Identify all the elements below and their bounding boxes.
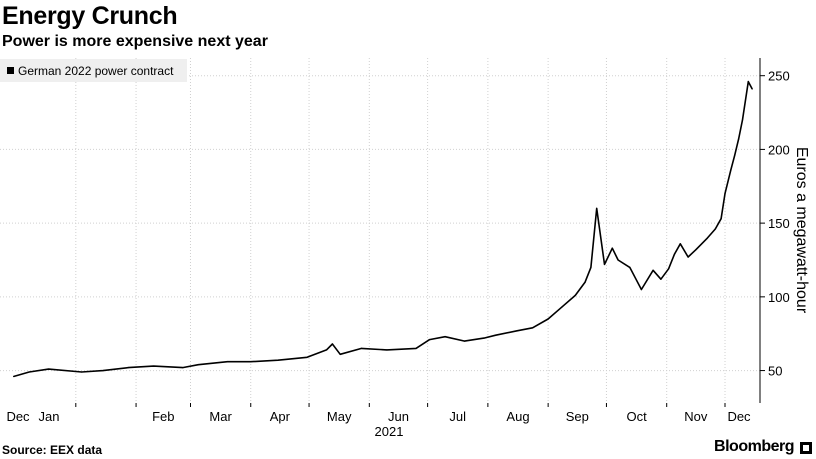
data-point — [331, 343, 333, 345]
x-tick-label: Jan — [39, 409, 60, 424]
legend: German 2022 power contract — [0, 59, 187, 82]
x-tick-label: Nov — [684, 409, 708, 424]
x-tick-label: Oct — [626, 409, 647, 424]
data-point — [277, 359, 279, 361]
data-point — [640, 288, 643, 291]
data-point — [532, 327, 534, 329]
data-point — [153, 365, 155, 367]
data-point — [617, 259, 619, 261]
data-point — [325, 349, 328, 351]
data-point — [730, 169, 732, 171]
data-point — [574, 294, 576, 296]
data-point — [360, 347, 363, 349]
chart-subtitle: Power is more expensive next year — [2, 33, 268, 50]
data-point — [679, 243, 681, 245]
data-point — [751, 88, 753, 90]
data-point — [747, 81, 749, 83]
x-tick-label: Dec — [727, 409, 751, 424]
brand-logo: Bloomberg — [714, 438, 794, 455]
data-point — [250, 361, 252, 363]
y-tick-label: 50 — [768, 364, 782, 379]
data-point — [611, 247, 613, 249]
data-point — [734, 154, 736, 156]
data-point — [720, 218, 722, 220]
x-tick-label: Jun — [388, 409, 409, 424]
data-point — [652, 269, 654, 271]
x-tick-label: Feb — [152, 409, 174, 424]
data-point — [81, 371, 83, 373]
data-point — [724, 193, 726, 195]
data-point — [182, 367, 184, 369]
data-point — [603, 263, 606, 265]
data-point — [584, 281, 586, 283]
legend-label: German 2022 power contract — [18, 63, 174, 78]
data-point — [415, 347, 417, 349]
bloomberg-icon — [800, 442, 812, 454]
data-point — [668, 268, 670, 270]
y-tick-label: 250 — [768, 69, 790, 84]
data-point — [13, 375, 15, 378]
y-tick-label: 200 — [768, 142, 790, 157]
data-point — [714, 228, 716, 230]
data-point — [590, 266, 592, 268]
data-point — [687, 256, 689, 258]
data-point — [738, 138, 740, 140]
source-note: Source: EEX data — [2, 443, 103, 457]
data-point — [695, 249, 697, 251]
legend-swatch — [7, 67, 14, 74]
data-point — [127, 367, 129, 369]
data-point — [561, 306, 563, 308]
y-tick-label: 100 — [768, 290, 790, 305]
x-year-label: 2021 — [375, 424, 404, 439]
data-point — [306, 356, 308, 358]
x-tick-label: Jul — [449, 409, 466, 424]
chart-title: Energy Crunch — [2, 2, 178, 30]
data-point — [483, 337, 485, 339]
y-tick-label: 150 — [768, 216, 790, 231]
x-tick-label: Sep — [566, 409, 589, 424]
data-point — [741, 119, 744, 121]
x-tick-label: Apr — [270, 409, 291, 424]
data-point — [48, 368, 50, 370]
data-point — [102, 370, 104, 372]
data-point — [596, 207, 598, 209]
data-point — [629, 266, 631, 268]
y-axis-title: Euros a megawatt-hour — [793, 147, 810, 314]
x-tick-label: Aug — [506, 409, 529, 424]
data-point — [673, 253, 676, 255]
x-tick-label: Mar — [209, 409, 232, 424]
x-tick-label: Dec — [6, 409, 30, 424]
data-point — [386, 349, 388, 351]
data-point — [226, 361, 228, 363]
data-point — [444, 336, 446, 338]
data-point — [339, 353, 341, 355]
data-point — [516, 330, 518, 332]
series-line-german-2022-power-contract — [13, 80, 753, 378]
data-point — [706, 237, 709, 239]
data-point — [464, 340, 466, 342]
data-point — [660, 278, 662, 280]
data-point — [429, 339, 431, 341]
data-point — [28, 371, 30, 373]
data-point — [197, 364, 199, 366]
x-tick-label: May — [327, 409, 352, 424]
data-point — [495, 334, 497, 336]
data-point — [547, 318, 549, 320]
